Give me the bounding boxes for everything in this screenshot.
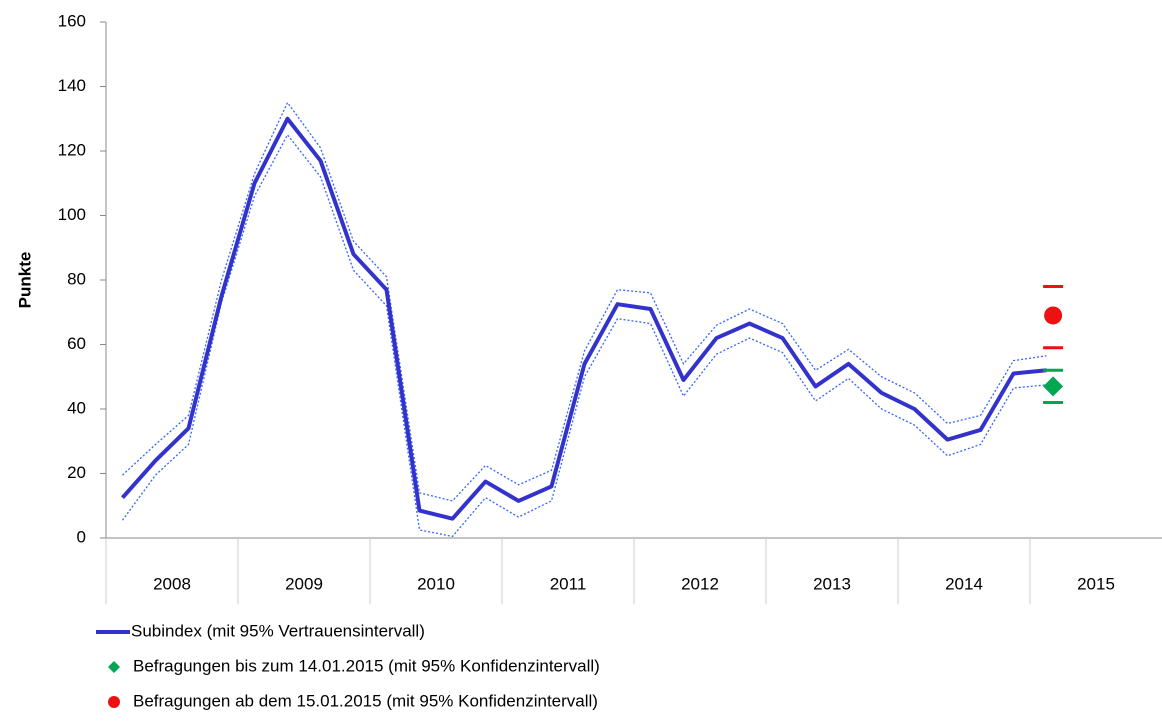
x-tick-label: 2011 — [550, 574, 587, 593]
legend-label: Subindex (mit 95% Vertrauensintervall) — [131, 621, 425, 640]
y-tick-label: 40 — [67, 398, 86, 417]
y-tick-label: 120 — [58, 140, 86, 159]
y-tick-label: 80 — [67, 269, 86, 288]
legend-swatch — [108, 696, 120, 708]
y-tick-label: 0 — [77, 527, 86, 546]
confidence-band — [122, 101, 1047, 502]
legend-label: Befragungen bis zum 14.01.2015 (mit 95% … — [133, 656, 600, 675]
x-tick-label: 2008 — [153, 574, 191, 593]
y-axis-label: Punkte — [15, 252, 34, 309]
legend-label: Befragungen ab dem 15.01.2015 (mit 95% K… — [133, 691, 598, 710]
x-tick-label: 2015 — [1077, 574, 1115, 593]
x-tick-label: 2014 — [945, 574, 983, 593]
x-tick-label: 2010 — [417, 574, 455, 593]
confidence-band — [121, 133, 1047, 538]
y-tick-label: 140 — [58, 76, 86, 95]
point — [1043, 376, 1064, 397]
x-tick-label: 2009 — [285, 574, 323, 593]
x-tick-label: 2012 — [681, 574, 719, 593]
y-tick-label: 100 — [58, 205, 86, 224]
legend-swatch — [108, 661, 120, 673]
y-tick-label: 20 — [67, 463, 86, 482]
point — [1044, 306, 1063, 325]
y-tick-label: 160 — [58, 11, 86, 30]
x-tick-label: 2013 — [813, 574, 851, 593]
line — [121, 116, 1047, 521]
y-tick-label: 60 — [67, 334, 86, 353]
